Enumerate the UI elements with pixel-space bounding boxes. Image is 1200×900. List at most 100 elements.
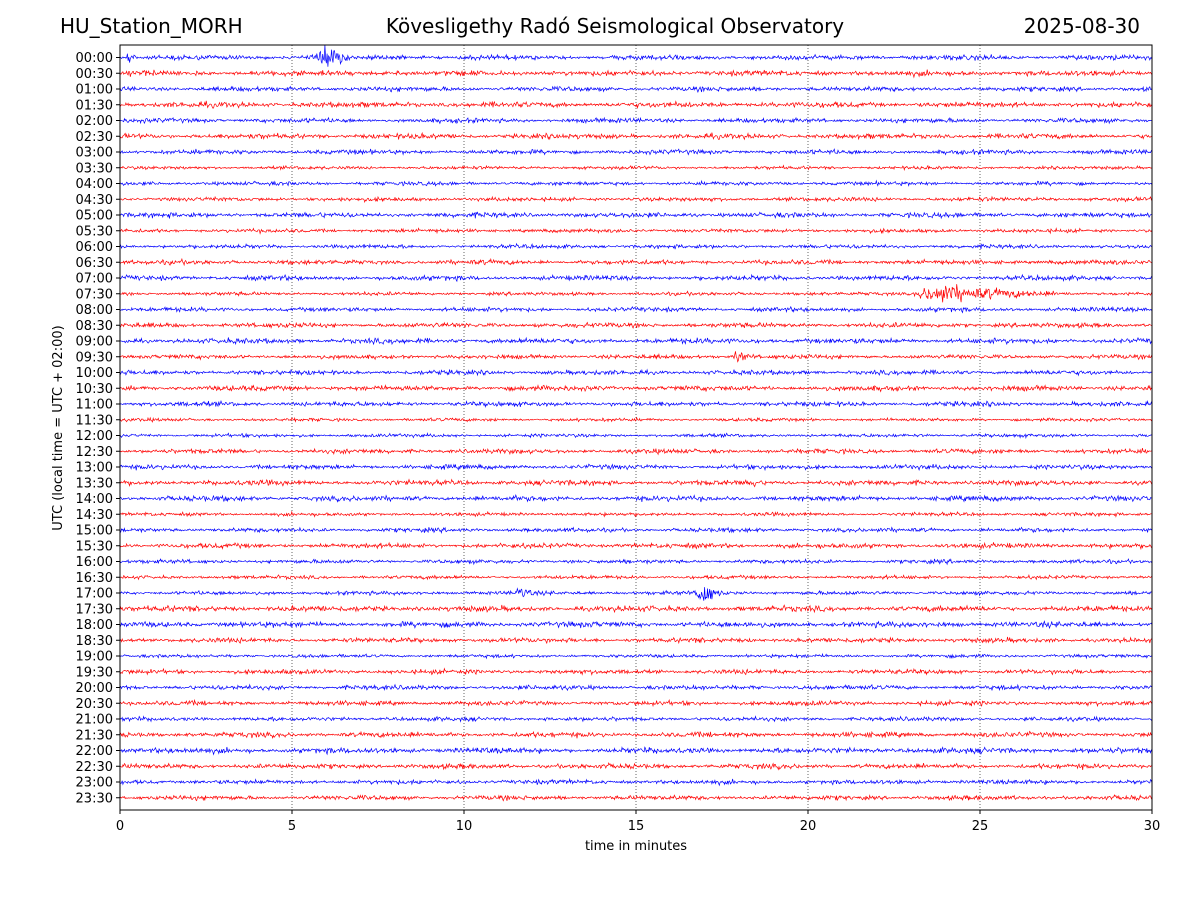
trace-row [119,683,1153,692]
y-tick-label: 10:30 [76,382,113,397]
trace-row [119,432,1153,440]
y-tick-label: 02:00 [76,114,113,129]
trace-row [119,794,1153,802]
x-tick-label: 0 [116,819,124,834]
trace-row [119,777,1153,787]
y-tick-label: 17:30 [76,602,113,617]
y-tick-label: 15:30 [76,539,113,554]
y-tick-label: 07:30 [76,287,113,302]
x-axis-label: time in minutes [585,839,687,854]
y-tick-label: 21:00 [76,713,113,728]
y-tick-label: 00:30 [76,67,113,82]
trace-row [119,85,1153,93]
y-tick-label: 22:30 [76,760,113,775]
y-tick-label: 11:00 [76,398,113,413]
trace-row [119,636,1153,645]
y-tick-label: 12:00 [76,429,113,444]
y-tick-label: 11:30 [76,413,113,428]
observatory-title: Kövesligethy Radó Seismological Observat… [385,14,845,38]
trace-row [119,368,1153,377]
trace-row [119,273,1153,283]
y-tick-label: 03:30 [76,161,113,176]
trace-row [119,447,1153,456]
trace-row [119,195,1153,204]
trace-row [119,284,1153,303]
date-label: 2025-08-30 [1023,14,1140,38]
trace-row [119,399,1153,409]
trace-row [119,351,1153,363]
y-tick-label: 05:30 [76,224,113,239]
y-tick-label: 03:00 [76,146,113,161]
trace-row [119,257,1153,267]
y-tick-label: 05:00 [76,209,113,224]
trace-row [119,541,1153,551]
y-tick-label: 21:30 [76,728,113,743]
trace-row [119,574,1153,581]
trace-row [119,242,1153,250]
y-tick-label: 04:30 [76,193,113,208]
y-tick-label: 08:30 [76,319,113,334]
trace-row [119,336,1153,346]
y-tick-label: 09:30 [76,350,113,365]
station-name: HU_Station_MORH [60,14,243,38]
x-tick-label: 15 [628,819,645,834]
x-tick-label: 5 [288,819,296,834]
trace-row [119,558,1153,566]
y-tick-label: 10:00 [76,366,113,381]
y-tick-label: 18:30 [76,634,113,649]
y-tick-label: 18:00 [76,618,113,633]
y-tick-label: 16:00 [76,555,113,570]
x-tick-label: 25 [972,819,989,834]
trace-row [119,510,1153,518]
trace-row [119,179,1153,187]
trace-row [119,131,1153,141]
y-tick-label: 13:30 [76,476,113,491]
y-tick-label: 17:00 [76,587,113,602]
y-tick-label: 12:30 [76,445,113,460]
x-tick-label: 30 [1144,819,1161,834]
trace-row [119,526,1153,535]
trace-row [119,746,1153,756]
trace-row [119,587,1153,601]
trace-row [119,652,1153,660]
y-tick-label: 09:00 [76,335,113,350]
trace-row [119,321,1153,329]
y-tick-label: 04:00 [76,177,113,192]
trace-row [119,148,1153,156]
y-tick-label: 16:30 [76,571,113,586]
trace-row [119,384,1153,393]
trace-row [119,494,1153,503]
y-axis-label: UTC (local time = UTC + 02:00) [51,325,66,530]
trace-row [119,44,1153,67]
y-tick-label: 13:00 [76,461,113,476]
trace-row [119,667,1153,676]
y-tick-label: 14:00 [76,492,113,507]
trace-row [119,69,1153,79]
y-tick-label: 14:30 [76,508,113,523]
trace-row [119,416,1153,423]
trace-row [119,116,1153,125]
y-axis: 00:0000:3001:0001:3002:0002:3003:0003:30… [76,51,120,806]
y-tick-label: 19:00 [76,650,113,665]
y-tick-label: 07:00 [76,272,113,287]
trace-row [119,730,1153,739]
y-tick-label: 02:30 [76,130,113,145]
y-tick-label: 20:30 [76,697,113,712]
y-tick-label: 23:00 [76,776,113,791]
trace-row [119,305,1153,314]
y-tick-label: 06:00 [76,240,113,255]
y-tick-label: 00:00 [76,51,113,66]
trace-row [119,211,1153,220]
trace-row [119,463,1153,472]
y-tick-label: 20:00 [76,681,113,696]
trace-series [119,44,1153,802]
x-tick-label: 20 [800,819,817,834]
trace-row [119,478,1153,488]
trace-row [119,698,1153,708]
y-tick-label: 15:00 [76,524,113,539]
trace-row [119,620,1153,630]
trace-row [119,227,1153,235]
trace-row [119,100,1153,110]
x-axis: 0 5 10 15 20 25 30 [116,810,1160,834]
